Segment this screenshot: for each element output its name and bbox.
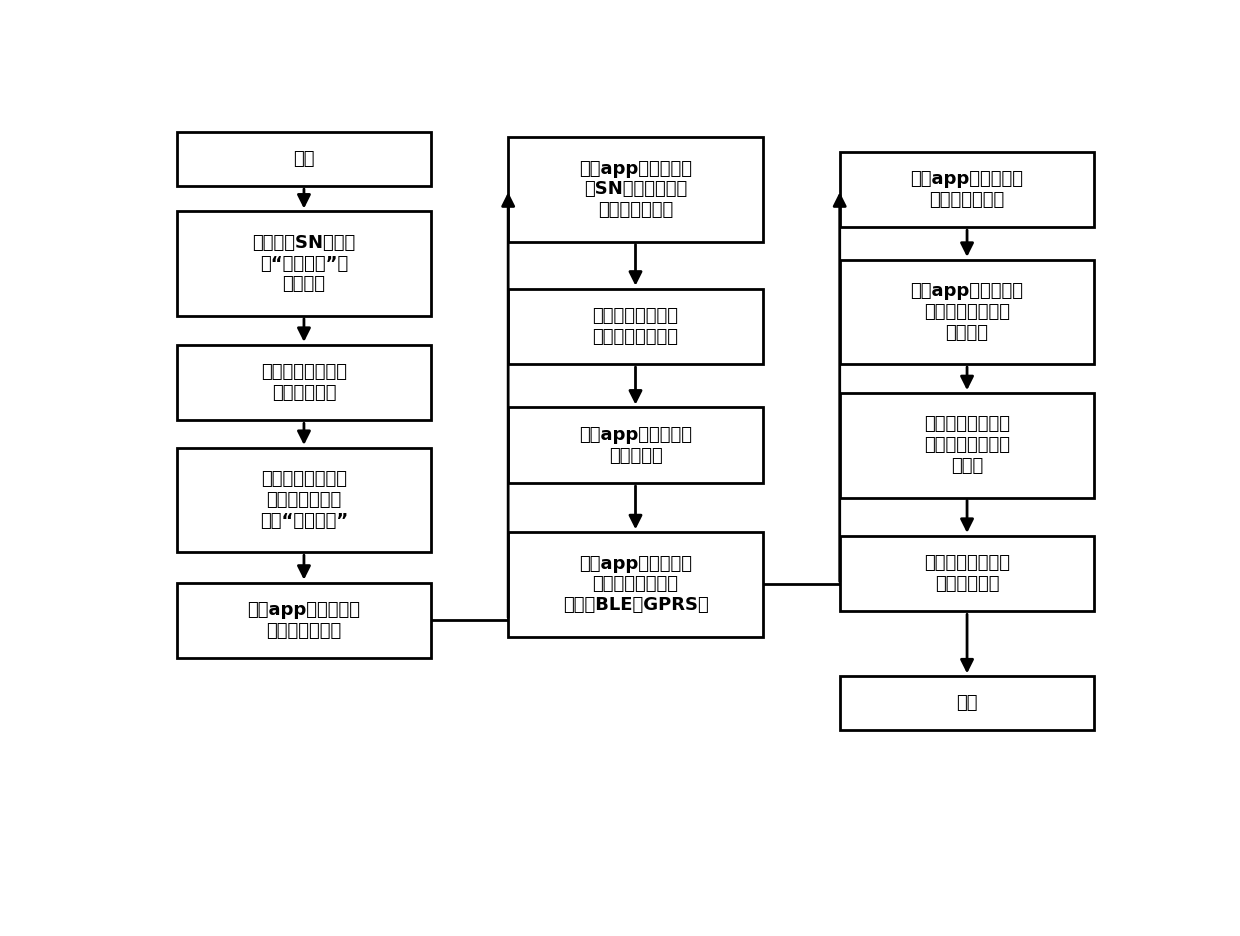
Text: 手机app通讯模块通
过SN号向云系统获
取智能部件信息: 手机app通讯模块通 过SN号向云系统获 取智能部件信息 [579, 160, 692, 219]
Text: 消费者手机扫智能
设备（共享洗衣
机）“活二维码”: 消费者手机扫智能 设备（共享洗衣 机）“活二维码” [260, 470, 348, 530]
Bar [176, 132, 432, 186]
Text: 手机app通讯模块解
析部件参数: 手机app通讯模块解 析部件参数 [579, 426, 692, 464]
Bar [508, 407, 763, 483]
Text: 管理员配置设备各
部件参数信息: 管理员配置设备各 部件参数信息 [260, 363, 347, 402]
Text: 完成: 完成 [956, 695, 978, 712]
Text: 智能设备SN信息导
入“活二维码”云
信息系统: 智能设备SN信息导 入“活二维码”云 信息系统 [252, 234, 356, 294]
Bar [508, 138, 763, 241]
Bar [176, 212, 432, 316]
Text: 智能设备电控模组
驱动电机运行: 智能设备电控模组 驱动电机运行 [924, 554, 1011, 593]
Text: 智能设备部件向下
层电控模组透传控
制指令: 智能设备部件向下 层电控模组透传控 制指令 [924, 416, 1011, 475]
Bar [839, 535, 1095, 611]
Bar [839, 259, 1095, 364]
Bar [508, 533, 763, 636]
Text: 手机app通讯模块判
断连接的智能部件
类型（BLE或GPRS）: 手机app通讯模块判 断连接的智能部件 类型（BLE或GPRS） [563, 555, 708, 614]
Bar [839, 677, 1095, 730]
Bar [839, 152, 1095, 227]
Bar [176, 582, 432, 658]
Bar [176, 447, 432, 552]
Bar [839, 393, 1095, 498]
Bar [508, 288, 763, 364]
Text: 手机app通讯模块向
智能设备部件发起
控制指令: 手机app通讯模块向 智能设备部件发起 控制指令 [910, 282, 1023, 342]
Text: 云系统返回指定智
能设备的部件参数: 云系统返回指定智 能设备的部件参数 [593, 307, 678, 345]
Text: 开始: 开始 [293, 150, 315, 168]
Bar [176, 344, 432, 420]
Text: 手机app通讯模块连
接智能设备部件: 手机app通讯模块连 接智能设备部件 [910, 170, 1023, 209]
Text: 手机app通讯模块识
别活二维码格式: 手机app通讯模块识 别活二维码格式 [248, 601, 361, 640]
